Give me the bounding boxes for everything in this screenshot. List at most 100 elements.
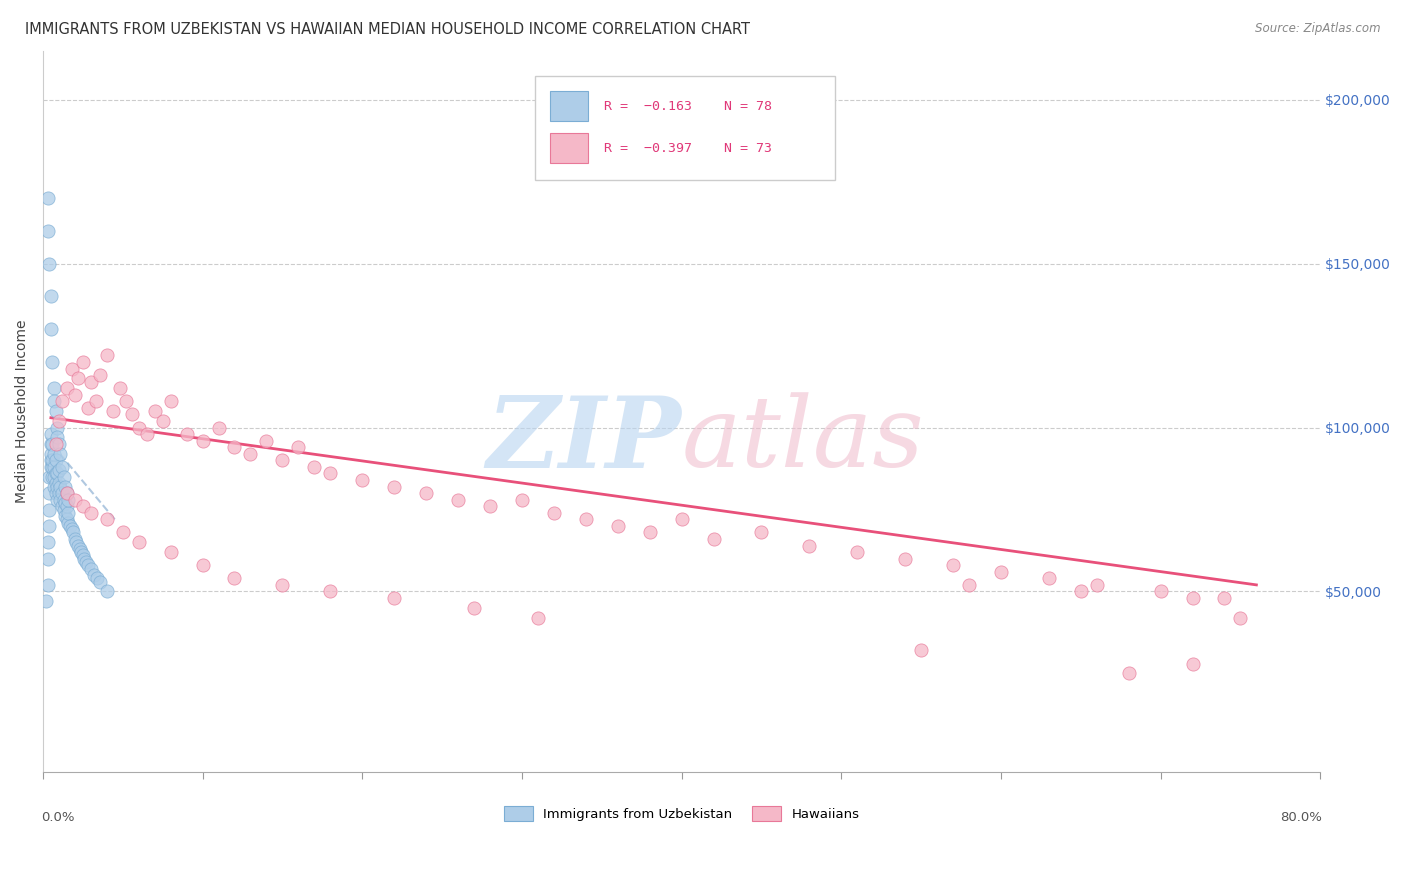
Point [942, 558, 965, 573]
Point [48, 414, 70, 428]
Point [478, 500, 501, 514]
Point [56, 486, 79, 500]
Point [527, 610, 550, 624]
Point [254, 434, 277, 448]
Point [108, 381, 131, 395]
Point [58, 492, 80, 507]
Point [72, 500, 94, 514]
Point [65, 535, 87, 549]
Point [910, 643, 932, 657]
Point [80, 506, 103, 520]
Point [51, 486, 73, 500]
Point [115, 394, 138, 409]
Point [46, 479, 69, 493]
FancyBboxPatch shape [534, 76, 835, 180]
Point [39, 453, 62, 467]
Point [96, 349, 118, 363]
Point [287, 440, 309, 454]
Point [1181, 591, 1204, 605]
Point [37, 535, 59, 549]
Point [63, 388, 86, 402]
Point [304, 459, 326, 474]
Point [41, 355, 63, 369]
Text: ZIP: ZIP [486, 392, 682, 488]
Point [46, 492, 69, 507]
Point [53, 479, 76, 493]
Point [42, 381, 65, 395]
Point [224, 440, 246, 454]
Point [51, 394, 73, 409]
Point [271, 578, 294, 592]
Point [382, 591, 405, 605]
Point [48, 463, 70, 477]
Point [38, 257, 60, 271]
Point [39, 322, 62, 336]
Point [239, 447, 262, 461]
Point [41, 453, 63, 467]
Point [45, 476, 67, 491]
Point [49, 479, 72, 493]
Point [52, 492, 75, 507]
Point [48, 486, 70, 500]
Point [96, 512, 118, 526]
Point [56, 486, 79, 500]
Point [66, 539, 89, 553]
Point [45, 404, 67, 418]
Point [543, 506, 565, 520]
Point [101, 404, 124, 418]
Point [990, 565, 1012, 579]
Point [1213, 591, 1236, 605]
Point [510, 492, 533, 507]
Point [39, 447, 62, 461]
Point [143, 404, 166, 418]
Point [48, 437, 70, 451]
Point [121, 408, 143, 422]
Point [846, 545, 869, 559]
Point [159, 394, 181, 409]
Point [46, 467, 69, 481]
Text: R =  −0.397    N = 73: R = −0.397 N = 73 [603, 142, 772, 154]
Point [37, 578, 59, 592]
Point [45, 437, 67, 451]
Point [56, 500, 79, 514]
Legend: Immigrants from Uzbekistan, Hawaiians: Immigrants from Uzbekistan, Hawaiians [498, 801, 865, 826]
Point [38, 502, 60, 516]
Point [1229, 610, 1251, 624]
Point [702, 532, 724, 546]
Point [41, 469, 63, 483]
Point [39, 289, 62, 303]
Point [72, 355, 94, 369]
Point [60, 361, 83, 376]
Point [606, 519, 628, 533]
Point [39, 459, 62, 474]
Point [52, 469, 75, 483]
Point [37, 224, 59, 238]
Point [35, 594, 58, 608]
Point [37, 551, 59, 566]
Point [46, 430, 69, 444]
Point [271, 453, 294, 467]
Point [135, 427, 157, 442]
FancyBboxPatch shape [550, 91, 588, 121]
Point [62, 525, 84, 540]
Point [1038, 571, 1060, 585]
Point [49, 492, 72, 507]
Point [191, 558, 214, 573]
Point [83, 568, 105, 582]
Point [207, 420, 229, 434]
Point [41, 459, 63, 474]
Point [52, 502, 75, 516]
Point [42, 447, 65, 461]
Point [751, 525, 773, 540]
Point [152, 414, 174, 428]
Point [463, 600, 485, 615]
Point [128, 420, 150, 434]
Point [89, 574, 111, 589]
Point [575, 512, 598, 526]
Point [111, 525, 134, 540]
Point [128, 535, 150, 549]
Point [957, 578, 980, 592]
Point [58, 516, 80, 530]
Point [671, 512, 693, 526]
Point [80, 375, 103, 389]
